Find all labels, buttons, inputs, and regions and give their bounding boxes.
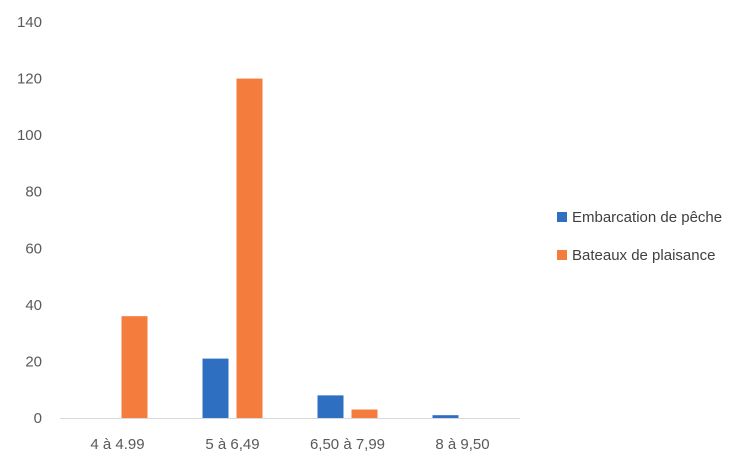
legend-item-embarcation: Embarcation de pêche — [557, 205, 722, 229]
y-tick-label: 120 — [17, 71, 42, 88]
y-tick-label: 80 — [25, 184, 42, 201]
y-tick-label: 60 — [25, 240, 42, 257]
x-tick-label: 6,50 à 7,99 — [310, 436, 385, 453]
legend-label-plaisance: Bateaux de plaisance — [572, 246, 716, 264]
x-axis-ticks: 4 à 4.99 5 à 6,49 6,50 à 7,99 8 à 9,50 — [90, 436, 489, 453]
x-tick-label: 8 à 9,50 — [435, 436, 489, 453]
bar-plaisance-1 — [236, 78, 263, 419]
y-axis-ticks: 0 20 40 60 80 100 120 140 — [17, 14, 42, 427]
legend-item-plaisance: Bateaux de plaisance — [557, 243, 722, 267]
legend-swatch-embarcation — [557, 212, 567, 222]
y-tick-label: 20 — [25, 353, 42, 370]
bar-plaisance-2 — [351, 409, 378, 418]
y-tick-label: 140 — [17, 14, 42, 31]
bars — [121, 78, 459, 419]
bar-embarcation-3 — [432, 415, 459, 418]
y-tick-label: 40 — [25, 297, 42, 314]
legend-label-embarcation: Embarcation de pêche — [572, 208, 723, 226]
x-tick-label: 4 à 4.99 — [90, 436, 144, 453]
bar-plaisance-0 — [121, 316, 148, 418]
y-tick-label: 100 — [17, 127, 42, 144]
x-tick-label: 5 à 6,49 — [205, 436, 259, 453]
legend: Embarcation de pêche Bateaux de plaisanc… — [557, 205, 722, 281]
bar-embarcation-1 — [202, 358, 229, 418]
y-tick-label: 0 — [34, 410, 42, 427]
legend-swatch-plaisance — [557, 250, 567, 260]
bar-embarcation-2 — [317, 395, 344, 418]
